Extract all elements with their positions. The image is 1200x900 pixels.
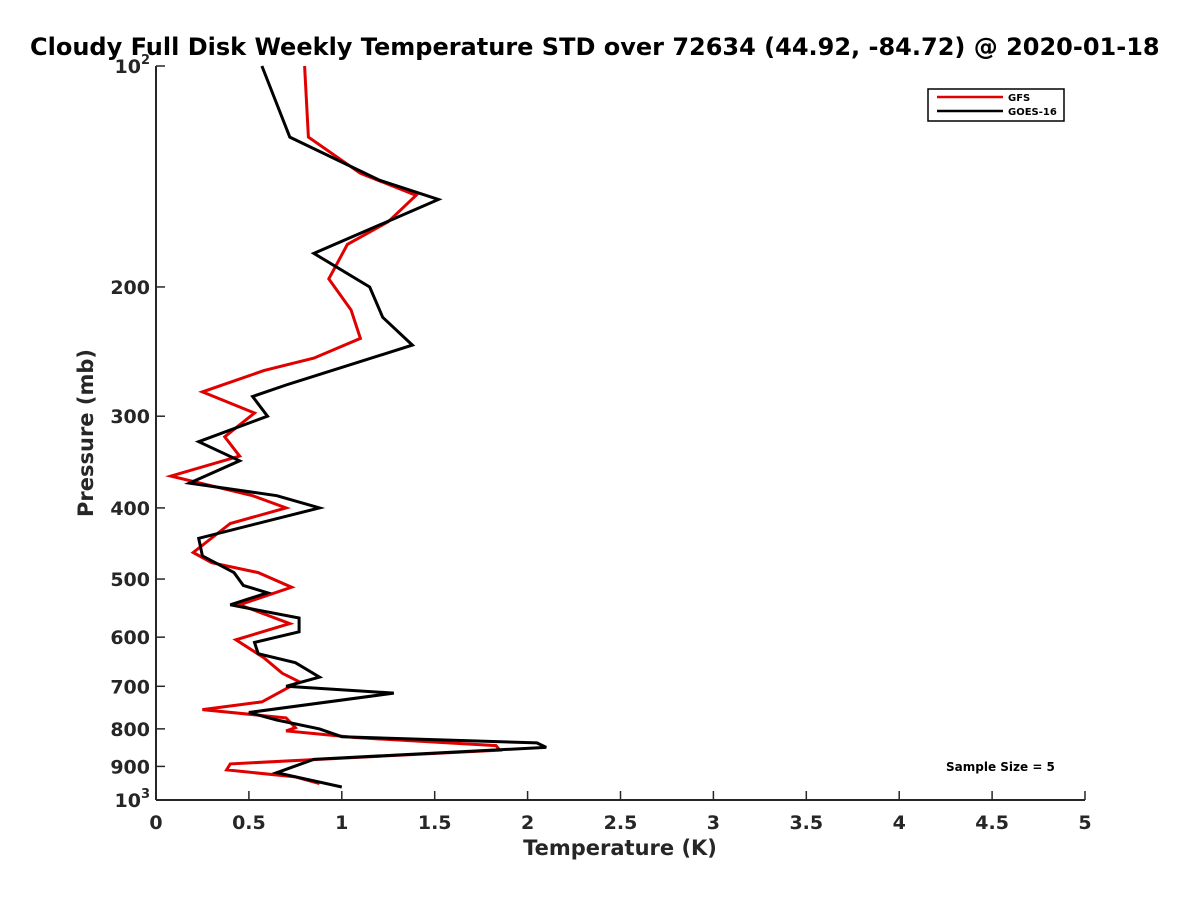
y-tick-label: 200 — [110, 277, 150, 299]
x-tick-label: 3.5 — [789, 812, 823, 834]
chart-title: Cloudy Full Disk Weekly Temperature STD … — [30, 33, 1160, 61]
y-tick-label: 600 — [110, 627, 150, 649]
y-tick-label: 500 — [110, 569, 150, 591]
y-tick-label: 400 — [110, 498, 150, 520]
legend-box — [927, 88, 1065, 122]
x-axis-label: Temperature (K) — [523, 836, 717, 860]
legend-label-goes16: GOES-16 — [1008, 107, 1057, 118]
x-tick-label: 5 — [1078, 812, 1091, 834]
x-tick-label: 0.5 — [232, 812, 266, 834]
x-tick-label: 1 — [335, 812, 348, 834]
series-line-goes16 — [184, 65, 547, 789]
legend: GFS GOES-16 — [927, 88, 1065, 122]
legend-label-gfs: GFS — [1008, 93, 1030, 104]
y-tick-label: 800 — [110, 719, 150, 741]
y-axis-ticks: 102 200 300 400 500 600 700 800 900 103 — [110, 53, 165, 812]
x-tick-label: 4.5 — [975, 812, 1009, 834]
axes-frame — [155, 66, 1085, 801]
x-tick-label: 1.5 — [418, 812, 452, 834]
x-tick-label: 0 — [149, 812, 162, 834]
y-tick-label: 102 — [115, 53, 151, 78]
y-tick-label: 700 — [110, 676, 150, 698]
y-tick-label: 900 — [110, 756, 150, 778]
y-axis-label: Pressure (mb) — [74, 349, 98, 517]
x-tick-label: 3 — [707, 812, 720, 834]
y-tick-label: 300 — [110, 406, 150, 428]
series-layer — [165, 65, 547, 789]
y-tick-label: 103 — [115, 787, 151, 812]
x-tick-label: 2.5 — [604, 812, 638, 834]
x-tick-label: 2 — [521, 812, 534, 834]
x-tick-label: 4 — [893, 812, 906, 834]
series-line-gfs — [165, 65, 503, 786]
sample-size-annotation: Sample Size = 5 — [946, 760, 1055, 774]
x-axis-ticks: 0 0.5 1 1.5 2 2.5 3 3.5 4 4.5 5 — [149, 791, 1092, 834]
